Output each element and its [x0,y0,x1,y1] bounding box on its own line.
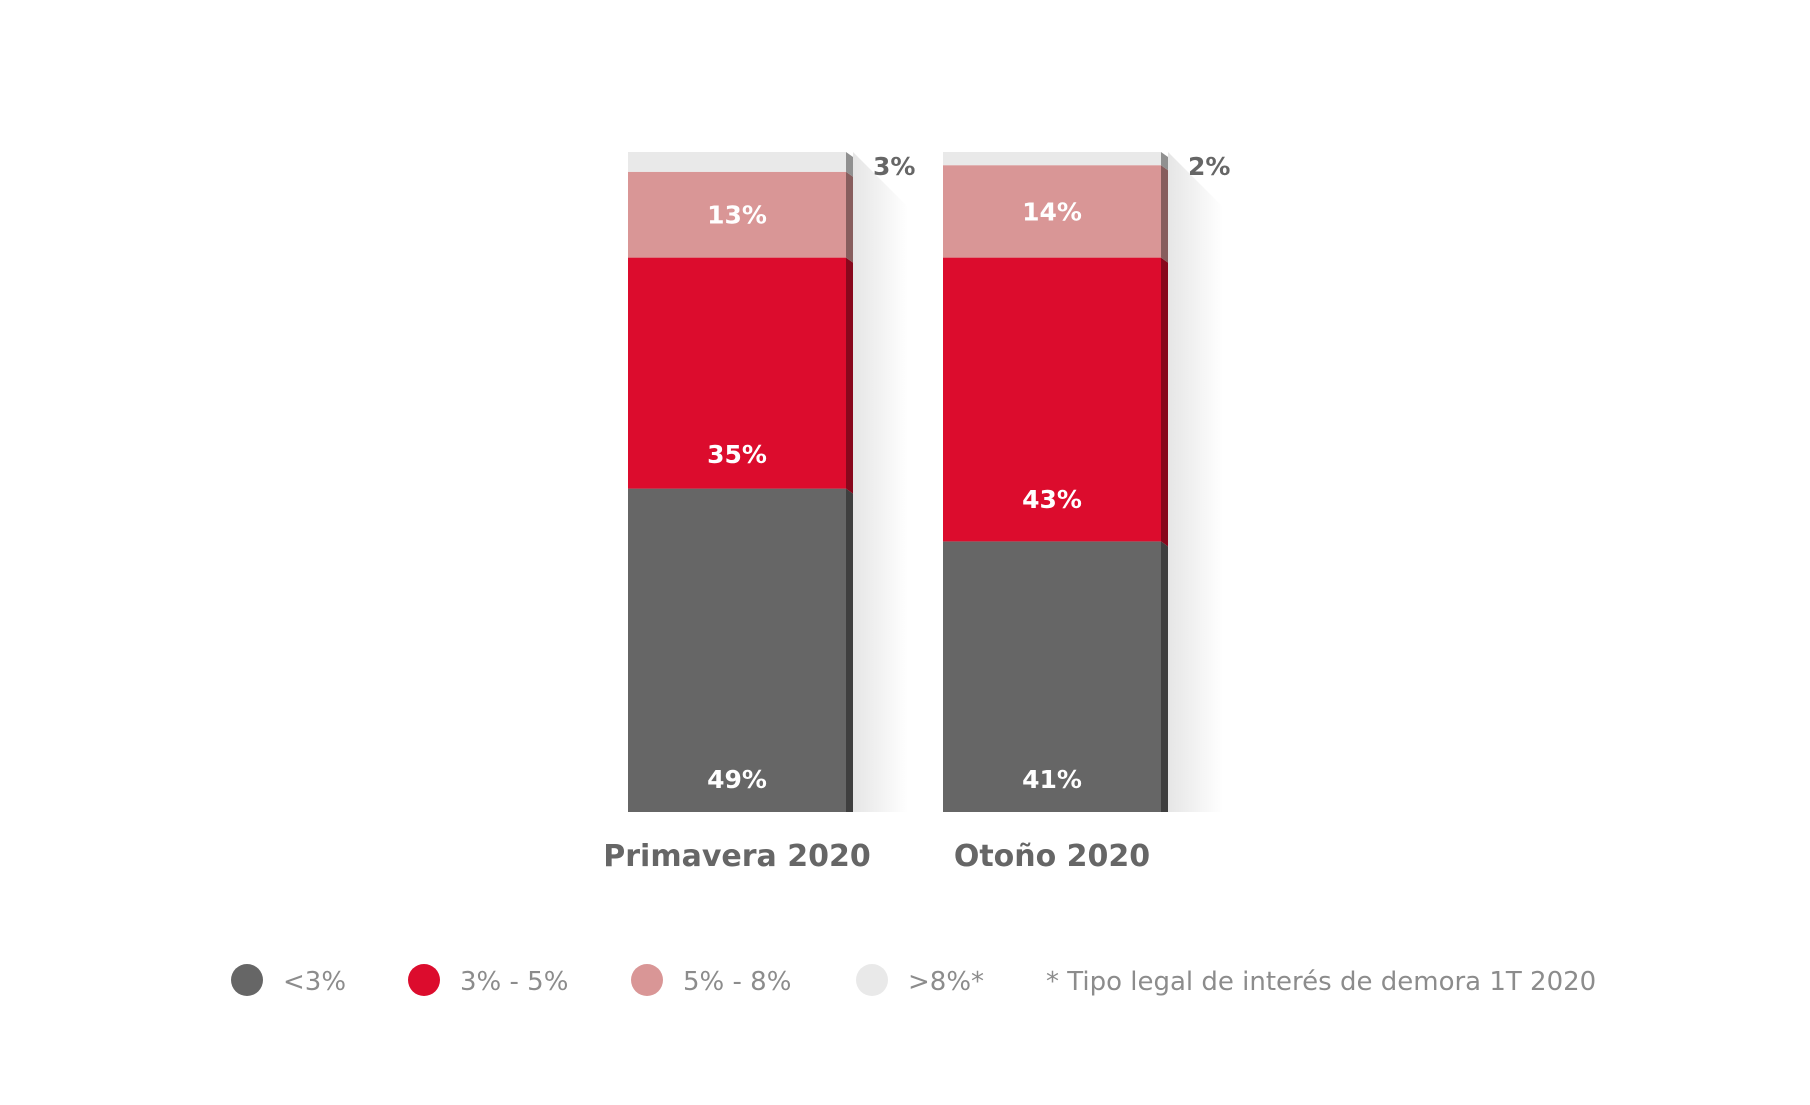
legend-swatch [856,964,888,996]
legend-label: 3% - 5% [460,967,568,997]
bar-segment-primavera-2020-8 [628,152,846,172]
legend-swatch [231,964,263,996]
bar-segment-oto-o-2020-3 [943,541,1161,812]
bar-side-primavera-2020-3-5 [846,257,853,494]
bar-segment-primavera-2020-5-8 [628,171,846,258]
legend-swatch [408,964,440,996]
data-label-primavera-2020-5-8: 13% [707,201,767,230]
data-label-primavera-2020-8: 3% [873,152,915,181]
bar-segment-oto-o-2020-3-5 [943,257,1161,542]
legend-swatch [631,964,663,996]
bar-side-oto-o-2020-3 [1161,541,1168,812]
legend-item-3: <3% [231,964,346,997]
legend: <3% 3% - 5% 5% - 8% >8%* * Tipo legal de int… [231,964,1596,997]
data-label-oto-o-2020-8: 2% [1188,152,1230,181]
legend-label: 5% - 8% [683,967,791,997]
bar-segment-primavera-2020-3 [628,488,846,812]
bar-segment-oto-o-2020-5-8 [943,165,1161,258]
bar-side-oto-o-2020-3-5 [1161,257,1168,547]
bar-shadow-oto-o-2020 [1168,152,1223,812]
bar-side-primavera-2020-5-8 [846,171,853,263]
footnote: * Tipo legal de interés de demora 1T 202… [1046,967,1596,997]
data-label-oto-o-2020-3-5: 43% [1022,485,1082,514]
category-label-oto-o-2020: Otoño 2020 [954,839,1150,874]
bar-side-primavera-2020-3 [846,488,853,812]
bar-shadow-primavera-2020 [853,152,908,812]
data-label-primavera-2020-3-5: 35% [707,440,767,469]
bar-segment-primavera-2020-3-5 [628,257,846,489]
data-label-oto-o-2020-5-8: 14% [1022,197,1082,226]
data-label-primavera-2020-3: 49% [707,765,767,794]
legend-item-8: >8%* [856,964,984,997]
data-label-oto-o-2020-3: 41% [1022,765,1082,794]
legend-label: >8%* [908,967,984,997]
legend-item-5-8: 5% - 8% [631,964,791,997]
bar-side-oto-o-2020-8 [1161,152,1168,171]
labels-layer: 49% 35% 13% 3% Primavera 2020 41% 43% 14% 2% Otoñ… [603,152,1230,874]
bars-layer [628,152,1223,812]
bar-segment-oto-o-2020-8 [943,152,1161,166]
legend-label: <3% [283,967,346,997]
bar-side-oto-o-2020-5-8 [1161,165,1168,263]
bar-side-primavera-2020-8 [846,152,853,177]
category-label-primavera-2020: Primavera 2020 [603,839,870,874]
legend-item-3-5: 3% - 5% [408,964,568,997]
